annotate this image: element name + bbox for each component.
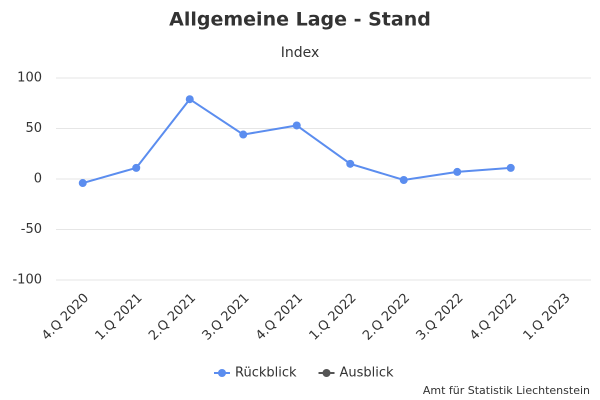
data-point (185, 95, 194, 104)
legend-marker (322, 369, 331, 377)
data-point (453, 167, 462, 176)
data-point (292, 121, 301, 130)
x-tick-label: 2.Q 2022 (360, 291, 413, 344)
y-tick-label: -50 (21, 222, 42, 237)
y-tick-label: 100 (17, 71, 42, 86)
x-tick-label: 4.Q 2021 (253, 291, 306, 344)
y-tick-label: 50 (25, 121, 42, 136)
x-tick-label: 1.Q 2021 (93, 291, 146, 344)
x-tick-label: 4.Q 2020 (39, 291, 92, 344)
series-line (82, 97, 511, 185)
x-tick-label: 1.Q 2022 (307, 291, 360, 344)
legend-label: Rückblick (235, 366, 297, 381)
data-point (78, 179, 87, 188)
legend-label: Ausblick (340, 366, 395, 381)
chart-subtitle: Index (281, 45, 320, 61)
y-tick-label: -100 (12, 273, 42, 288)
data-point (346, 159, 355, 168)
legend-marker (218, 369, 226, 377)
data-point (506, 163, 515, 172)
x-tick-label: 3.Q 2021 (200, 291, 253, 344)
x-tick-label: 1.Q 2023 (521, 291, 574, 344)
x-tick-label: 4.Q 2022 (467, 291, 520, 344)
credit: Amt für Statistik Liechtenstein (423, 384, 590, 397)
x-tick-label: 2.Q 2021 (146, 291, 199, 344)
chart-title: Allgemeine Lage - Stand (169, 9, 431, 31)
data-point (399, 176, 408, 185)
data-point (239, 130, 248, 139)
x-tick-label: 3.Q 2022 (414, 291, 467, 344)
y-tick-label: 0 (34, 172, 42, 187)
data-point (132, 163, 141, 172)
